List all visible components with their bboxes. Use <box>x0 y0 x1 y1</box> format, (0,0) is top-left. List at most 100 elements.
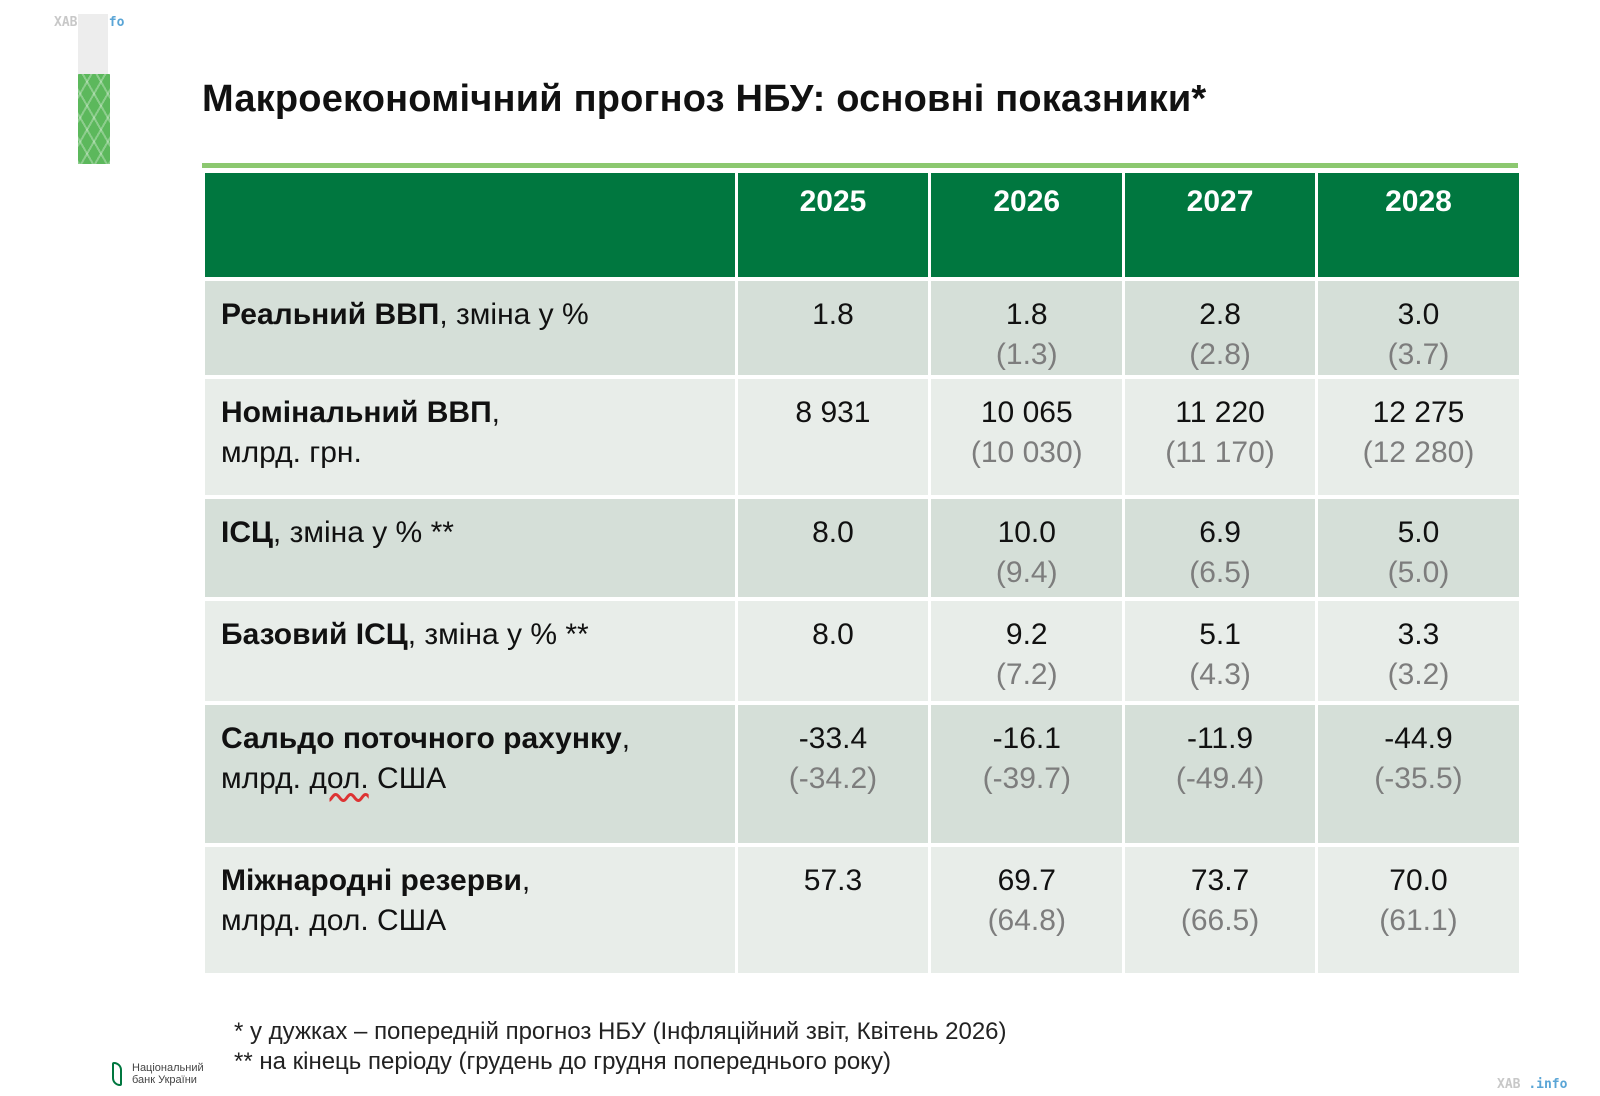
value-cell: 10 065 (10 030) <box>931 375 1123 495</box>
row-label-rest: , зміна у % ** <box>272 516 454 549</box>
value-cell: 11 220 (11 170) <box>1125 375 1315 495</box>
value-cell: 69.7 (64.8) <box>931 843 1123 973</box>
previous-value: (-34.2) <box>788 762 878 795</box>
table-header-row: 2025 2026 2027 2028 <box>205 173 1519 277</box>
previous-value: (3.2) <box>1387 658 1450 691</box>
table-row: Номінальний ВВП, млрд. грн. 8 931 10 065 (… <box>205 375 1519 495</box>
value-cell: -16.1 (-39.7) <box>931 701 1123 843</box>
current-value: 5.0 <box>1397 516 1440 549</box>
previous-value: (10 030) <box>970 436 1083 469</box>
row-label-bold: Реальний ВВП <box>221 298 440 331</box>
current-value: 1.8 <box>1005 298 1048 331</box>
row-label: ІСЦ, зміна у % ** <box>205 495 735 597</box>
current-value: 57.3 <box>803 864 863 897</box>
table-row: Базовий ІСЦ, зміна у % ** 8.0 9.2 (7.2) 5… <box>205 597 1519 701</box>
current-value: -33.4 <box>798 722 868 755</box>
current-value: 12 275 <box>1372 396 1465 429</box>
previous-value: (66.5) <box>1180 904 1260 937</box>
value-cell: 3.3 (3.2) <box>1317 597 1519 701</box>
value-cell: 1.8 (1.3) <box>931 277 1123 375</box>
value-cell: -33.4 (-34.2) <box>737 701 929 843</box>
value-cell: 8.0 <box>737 495 929 597</box>
forecast-table: 2025 2026 2027 2028 Реальний ВВП, зміна … <box>202 173 1522 973</box>
nbu-logo-icon <box>112 1062 122 1086</box>
current-value: 70.0 <box>1389 864 1448 897</box>
value-cell: 57.3 <box>737 843 929 973</box>
row-label-rest: , зміна у % <box>439 298 589 331</box>
footnote-end-of-period: ** на кінець періоду (грудень до грудня … <box>234 1048 891 1075</box>
previous-value: (-49.4) <box>1175 762 1265 795</box>
table-row: Реальний ВВП, зміна у % 1.8 1.8 (1.3) 2.8… <box>205 277 1519 375</box>
slide-title: Макроекономічний прогноз НБУ: основні по… <box>202 78 1207 120</box>
previous-value: (1.3) <box>995 338 1058 371</box>
value-cell: 73.7 (66.5) <box>1125 843 1315 973</box>
spellcheck-underline: дол. <box>309 762 369 795</box>
value-cell: 1.8 <box>737 277 929 375</box>
row-label: Міжнародні резерви, млрд. дол. США <box>205 843 735 973</box>
value-cell: -11.9 (-49.4) <box>1125 701 1315 843</box>
table-row: Міжнародні резерви, млрд. дол. США 57.3 6… <box>205 843 1519 973</box>
nbu-logo-text: Національний банк України <box>132 1062 204 1086</box>
previous-value: (64.8) <box>987 904 1066 937</box>
row-label-rest: , <box>491 396 501 429</box>
row-label: Номінальний ВВП, млрд. грн. <box>205 375 735 495</box>
watermark-bottom: ХАВ .info <box>1497 1077 1567 1092</box>
row-label-bold: Номінальний ВВП <box>221 396 492 429</box>
value-cell: 9.2 (7.2) <box>931 597 1123 701</box>
current-value: -44.9 <box>1384 722 1453 755</box>
row-label-rest: , зміна у % ** <box>407 618 589 651</box>
previous-value: (61.1) <box>1379 904 1458 937</box>
footnotes: * у дужках – попередній прогноз НБУ (Інф… <box>234 1017 1007 1077</box>
previous-value: (4.3) <box>1189 658 1251 691</box>
previous-value: (9.4) <box>995 556 1058 589</box>
value-cell: -44.9 (-35.5) <box>1317 701 1519 843</box>
current-value: 69.7 <box>997 864 1056 897</box>
watermark-brand: ХАВ <box>1497 1077 1521 1092</box>
previous-value: (-35.5) <box>1374 762 1463 795</box>
current-value: 6.9 <box>1199 516 1241 549</box>
row-label-rest: , <box>621 722 631 755</box>
watermark-domain: .info <box>1528 1077 1568 1092</box>
previous-value: (3.7) <box>1387 338 1450 371</box>
value-cell: 5.1 (4.3) <box>1125 597 1315 701</box>
value-cell: 3.0 (3.7) <box>1317 277 1519 375</box>
row-label-line2: млрд. грн. <box>221 436 362 469</box>
row-label-line2: млрд. дол. США <box>221 904 447 937</box>
previous-value: (12 280) <box>1362 436 1475 469</box>
row-label-bold: Сальдо поточного рахунку <box>221 722 622 755</box>
row-label-bold: ІСЦ <box>221 516 273 549</box>
current-value: 10.0 <box>997 516 1056 549</box>
header-year: 2027 <box>1125 173 1315 277</box>
current-value: 73.7 <box>1190 864 1250 897</box>
header-year: 2028 <box>1317 173 1519 277</box>
row-label-line2: млрд. дол. США <box>221 762 447 795</box>
current-value: 8.0 <box>812 516 854 549</box>
value-cell: 10.0 (9.4) <box>931 495 1123 597</box>
row-label-rest: , <box>521 864 531 897</box>
decorative-bar-top <box>78 14 108 74</box>
value-cell: 12 275 (12 280) <box>1317 375 1519 495</box>
row-label-bold: Міжнародні резерви <box>221 864 522 897</box>
current-value: 3.0 <box>1397 298 1440 331</box>
previous-value: (6.5) <box>1189 556 1251 589</box>
current-value: 10 065 <box>980 396 1073 429</box>
row-label: Сальдо поточного рахунку, млрд. дол. США <box>205 701 735 843</box>
current-value: 11 220 <box>1175 396 1265 429</box>
value-cell: 5.0 (5.0) <box>1317 495 1519 597</box>
current-value: 1.8 <box>812 298 854 331</box>
current-value: 2.8 <box>1199 298 1241 331</box>
previous-value: (2.8) <box>1189 338 1251 371</box>
value-cell: 6.9 (6.5) <box>1125 495 1315 597</box>
previous-value: (-39.7) <box>982 762 1071 795</box>
table-row: ІСЦ, зміна у % ** 8.0 10.0 (9.4) 6.9 (6.5)… <box>205 495 1519 597</box>
current-value: -16.1 <box>992 722 1061 755</box>
value-cell: 8.0 <box>737 597 929 701</box>
current-value: -11.9 <box>1186 722 1254 755</box>
value-cell: 8 931 <box>737 375 929 495</box>
watermark-brand: ХАВ <box>54 15 78 30</box>
header-year: 2026 <box>931 173 1123 277</box>
row-label: Базовий ІСЦ, зміна у % ** <box>205 597 735 701</box>
current-value: 5.1 <box>1199 618 1241 651</box>
current-value: 8.0 <box>812 618 854 651</box>
value-cell: 2.8 (2.8) <box>1125 277 1315 375</box>
